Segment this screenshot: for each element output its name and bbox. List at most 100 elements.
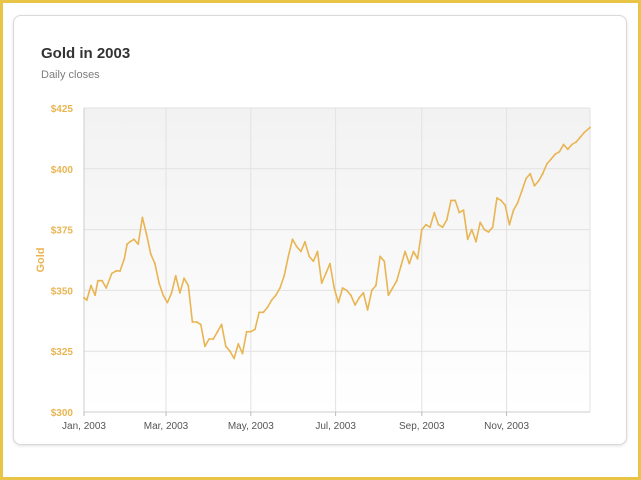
data-point: [133, 238, 135, 241]
data-point: [83, 296, 85, 299]
data-point: [174, 274, 177, 277]
data-point: [162, 294, 165, 297]
data-point: [262, 311, 265, 314]
data-point: [437, 223, 440, 226]
data-point: [579, 136, 582, 139]
data-point: [123, 257, 126, 260]
data-point: [258, 311, 261, 314]
data-point: [516, 201, 519, 204]
data-point: [333, 287, 336, 289]
data-point: [287, 255, 290, 258]
plot-area: [84, 108, 590, 412]
data-point: [450, 199, 452, 202]
data-point: [195, 321, 198, 323]
x-tick-label: Mar, 2003: [144, 421, 189, 432]
data-point: [354, 304, 356, 306]
x-tick-label: Sep, 2003: [399, 421, 445, 432]
data-point: [391, 287, 394, 289]
data-point: [212, 338, 215, 340]
data-point: [483, 228, 486, 231]
data-point: [558, 150, 561, 153]
data-point: [291, 238, 294, 241]
data-point: [204, 345, 206, 348]
data-point: [166, 301, 169, 304]
y-tick-label: $300: [51, 408, 74, 419]
data-point: [429, 226, 432, 229]
x-tick-label: May, 2003: [228, 421, 274, 432]
data-point: [324, 272, 327, 275]
data-point: [126, 243, 128, 246]
data-point: [170, 291, 173, 294]
data-point: [179, 291, 181, 294]
data-point: [266, 306, 269, 309]
data-point: [583, 131, 586, 134]
data-point: [320, 282, 323, 285]
data-point: [308, 255, 311, 258]
data-point: [504, 204, 507, 207]
data-point: [571, 143, 573, 146]
data-point: [458, 211, 461, 214]
data-point: [362, 291, 365, 294]
data-point: [533, 184, 536, 187]
data-point: [416, 257, 419, 260]
data-point: [304, 240, 306, 243]
data-point: [529, 172, 532, 175]
data-point: [141, 216, 144, 219]
data-point: [525, 177, 527, 180]
data-point: [241, 352, 244, 355]
data-point: [491, 226, 494, 229]
data-point: [562, 143, 565, 146]
y-tick-label: $325: [51, 347, 74, 358]
data-point: [153, 262, 156, 265]
data-point: [550, 158, 552, 160]
data-point: [90, 284, 92, 287]
data-point: [554, 153, 557, 156]
data-point: [546, 163, 548, 165]
y-tick-label: $400: [51, 165, 74, 176]
data-point: [462, 209, 465, 212]
y-axis-ticks: $300 $325 $350 $375 $400 $425: [51, 104, 74, 419]
data-point: [312, 260, 315, 263]
data-point: [270, 299, 273, 302]
data-point: [274, 294, 277, 297]
data-point: [395, 279, 398, 282]
data-point: [345, 289, 348, 292]
data-point: [420, 228, 423, 231]
data-point: [566, 148, 569, 151]
data-point: [137, 243, 140, 246]
x-axis-ticks: Jan, 2003 Mar, 2003 May, 2003 Jul, 2003 Sep,…: [62, 412, 529, 432]
data-point: [279, 287, 281, 289]
series-layer: [83, 126, 591, 360]
data-point: [366, 308, 369, 311]
data-point: [350, 294, 352, 297]
data-point: [383, 260, 386, 263]
chart-title: Gold in 2003: [41, 45, 131, 62]
y-tick-label: $425: [51, 104, 74, 115]
data-point: [283, 274, 286, 277]
data-point: [520, 189, 523, 192]
data-point: [110, 272, 113, 275]
data-point: [94, 294, 97, 297]
data-point: [208, 338, 211, 340]
data-point: [224, 345, 227, 348]
data-point: [537, 180, 540, 182]
data-point: [495, 197, 498, 199]
data-point: [470, 228, 473, 231]
axes: [83, 108, 590, 413]
data-point: [199, 323, 202, 326]
data-point: [370, 289, 373, 292]
chart-card: Gold in 2003 Daily closes $300 $325 $350 $3…: [13, 15, 627, 445]
data-point: [220, 323, 223, 326]
data-point: [119, 270, 122, 272]
data-point: [149, 253, 152, 255]
data-point: [475, 240, 477, 243]
data-point: [387, 294, 390, 297]
data-point: [229, 350, 231, 353]
data-point: [512, 209, 515, 212]
data-point: [412, 250, 415, 253]
data-point: [500, 199, 502, 202]
data-point: [508, 223, 511, 226]
data-point: [183, 277, 185, 280]
data-point: [254, 328, 256, 331]
data-point: [249, 330, 252, 333]
